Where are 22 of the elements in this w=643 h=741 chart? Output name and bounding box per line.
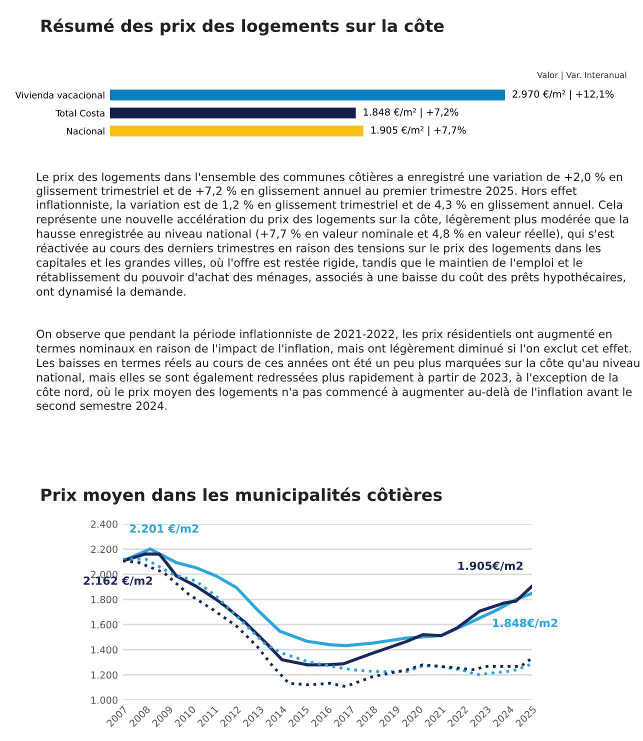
y-tick-label: 1.800 <box>91 596 118 604</box>
chart-title: Prix moyen dans les municipalités côtières <box>42 488 442 504</box>
data-label: 1.905 €/m² | +7,7% <box>371 126 466 136</box>
y-tick-label: 1.200 <box>91 671 118 679</box>
y-tick-label: Vivienda vacacional <box>15 92 104 99</box>
chart-title: Résumé des prix des logements sur la côte <box>42 18 444 36</box>
text: Valor | Var. Interanual <box>537 72 626 80</box>
data-label: 1.848 €/m² | +7,2% <box>364 108 458 118</box>
y-tick-label: Nacional <box>66 128 104 135</box>
text: Le prix des logements dans l'ensemble des communes côtières a enregistré une variation de +2,0 % en glissement trimestriel et de +7,2 % en glissement annuel au premier trimestre 2025. Hors effet inflationniste, la variation est de 1,2 % en glissement trimestriel et de 4,3 % en glissement annuel. Cela représente une nouvelle accélération du prix des logements sur la côte, légèrement plus modérée que la hausse enregistrée au niveau national (+7,7 % en valeur nominale et 4,8 % en valeur réelle), qui s'est réactivée au cours des derniers trimestres en raison des tensions sur le prix des logements dans les capitales et les grandes villes, où l'offre est restée rigide, tandis que le maintien de l'emploi et le rétablissement du pouvoir d'achat des ménages, associés à une baisse du coût des prêts hypothécaires, ont dynamisé la demande. <box>36 172 628 298</box>
y-tick-label: 2.400 <box>91 520 118 528</box>
y-tick-label: 1.600 <box>91 621 118 628</box>
annotation: 1.905€/m2 <box>458 562 522 571</box>
y-tick-label: 1.400 <box>91 646 118 654</box>
annotation: 2.201 €/m2 <box>130 524 198 534</box>
annotation: 2.162 €/m2 <box>84 576 152 586</box>
annotation: 1.848€/m2 <box>493 618 558 628</box>
y-tick-label: 1.000 <box>91 696 118 704</box>
y-tick-label: 2.200 <box>91 546 118 553</box>
y-tick-label: Total Costa <box>56 110 104 117</box>
text: On observe que pendant la période inflationniste de 2021-2022, les prix résidentiels ont augmenté en termes nominaux en raison de l'impact de l'inflation, mais ont légèrement diminué si l'on exclut cet effet. Les baisses en termes réels au cours de ces années ont été un peu plus marquées sur la côte qu'au niveau national, mais elles se sont également redressées plus rapidement à partir de 2023, à l'exception de la côte nord, où le prix moyen des logements n'a pas commencé à augmenter au-delà de l'inflation avant le second semestre 2024. <box>36 329 640 410</box>
data-label: 2.970 €/m² | +12,1% <box>512 90 614 100</box>
